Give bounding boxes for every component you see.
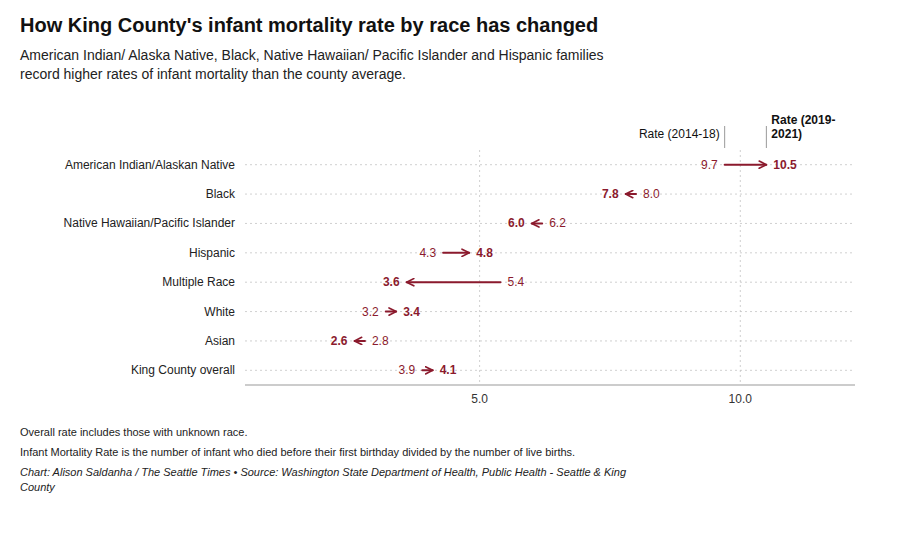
legend-key xyxy=(724,126,725,148)
grid-line xyxy=(245,252,855,253)
data-label: 9.7 xyxy=(701,158,718,172)
x-tick-label: 5.0 xyxy=(471,392,488,406)
x-tick-label: 10.0 xyxy=(729,392,753,406)
text-line: Chart: Alison Saldanha / The Seattle Tim… xyxy=(20,466,627,478)
data-label: 2.8 xyxy=(372,334,389,348)
text-line: Rate (2014-18) xyxy=(639,127,720,141)
arrow xyxy=(532,222,542,224)
title: How King County's infant mortality rate … xyxy=(20,14,598,36)
data-label: 4.3 xyxy=(419,246,436,260)
data-label: 3.4 xyxy=(403,305,420,319)
arrow xyxy=(386,311,396,313)
grid-line xyxy=(479,150,480,385)
data-label: 7.8 xyxy=(602,187,619,201)
data-label: 8.0 xyxy=(643,187,660,201)
arrow xyxy=(626,193,636,195)
data-label: 6.0 xyxy=(508,216,525,230)
data-label: 5.4 xyxy=(507,275,524,289)
legend-label: Rate (2014-18) xyxy=(639,127,720,141)
legend-key xyxy=(766,126,767,148)
y-tick-label: Black xyxy=(206,187,236,201)
y-tick-label: White xyxy=(204,305,235,319)
data-label: 4.8 xyxy=(476,246,493,260)
y-tick-label: King County overall xyxy=(131,363,235,377)
grid-line xyxy=(245,370,855,371)
arrows xyxy=(354,165,766,371)
grid-line xyxy=(245,282,855,283)
text-line: Overall rate includes those with unknown… xyxy=(20,426,247,438)
subtitle: American Indian/ Alaska Native, Black, N… xyxy=(20,47,604,82)
grid xyxy=(245,150,855,385)
footnote: Infant Mortality Rate is the number of i… xyxy=(20,446,575,458)
data-labels: 9.7 10.5 8.0 7.8 6.2 6.0 4.3 4.8 5.4 3.6 3.2 3.4 2.8… xyxy=(331,158,797,378)
text-line: Rate (2019- xyxy=(771,113,835,127)
legend-label: Rate (2019-2021) xyxy=(771,113,835,141)
y-tick-label: Multiple Race xyxy=(162,275,235,289)
grid-line xyxy=(245,311,855,312)
y-tick-label: Asian xyxy=(205,334,235,348)
y-tick-label: Hispanic xyxy=(189,246,235,260)
grid-line xyxy=(740,150,741,385)
text-line: Infant Mortality Rate is the number of i… xyxy=(20,446,575,458)
text-line: American Indian/ Alaska Native, Black, N… xyxy=(20,47,604,63)
text-line: County xyxy=(20,481,56,493)
text-line: 2021) xyxy=(771,127,802,141)
arrow xyxy=(407,281,501,283)
y-tick-label: American Indian/Alaskan Native xyxy=(65,158,235,172)
grid-line xyxy=(245,194,855,195)
footnote: Overall rate includes those with unknown… xyxy=(20,426,247,438)
chart: How King County's infant mortality rate … xyxy=(0,0,900,533)
arrow xyxy=(725,164,767,166)
arrow xyxy=(354,340,364,342)
arrow xyxy=(443,252,469,254)
data-label: 4.1 xyxy=(440,363,457,377)
footnote: Chart: Alison Saldanha / The Seattle Tim… xyxy=(20,466,627,493)
data-label: 6.2 xyxy=(549,216,566,230)
text-line: record higher rates of infant mortality … xyxy=(20,66,406,82)
arrow xyxy=(422,369,432,371)
legend: Rate (2014-18) Rate (2019-2021) xyxy=(639,113,835,148)
data-label: 3.2 xyxy=(362,305,379,319)
grid-line xyxy=(245,164,855,165)
y-tick-label: Native Hawaiian/Pacific Islander xyxy=(64,216,235,230)
data-label: 3.9 xyxy=(399,363,416,377)
x-axis-line xyxy=(245,385,855,386)
data-label: 10.5 xyxy=(773,158,797,172)
data-label: 3.6 xyxy=(383,275,400,289)
data-label: 2.6 xyxy=(331,334,348,348)
